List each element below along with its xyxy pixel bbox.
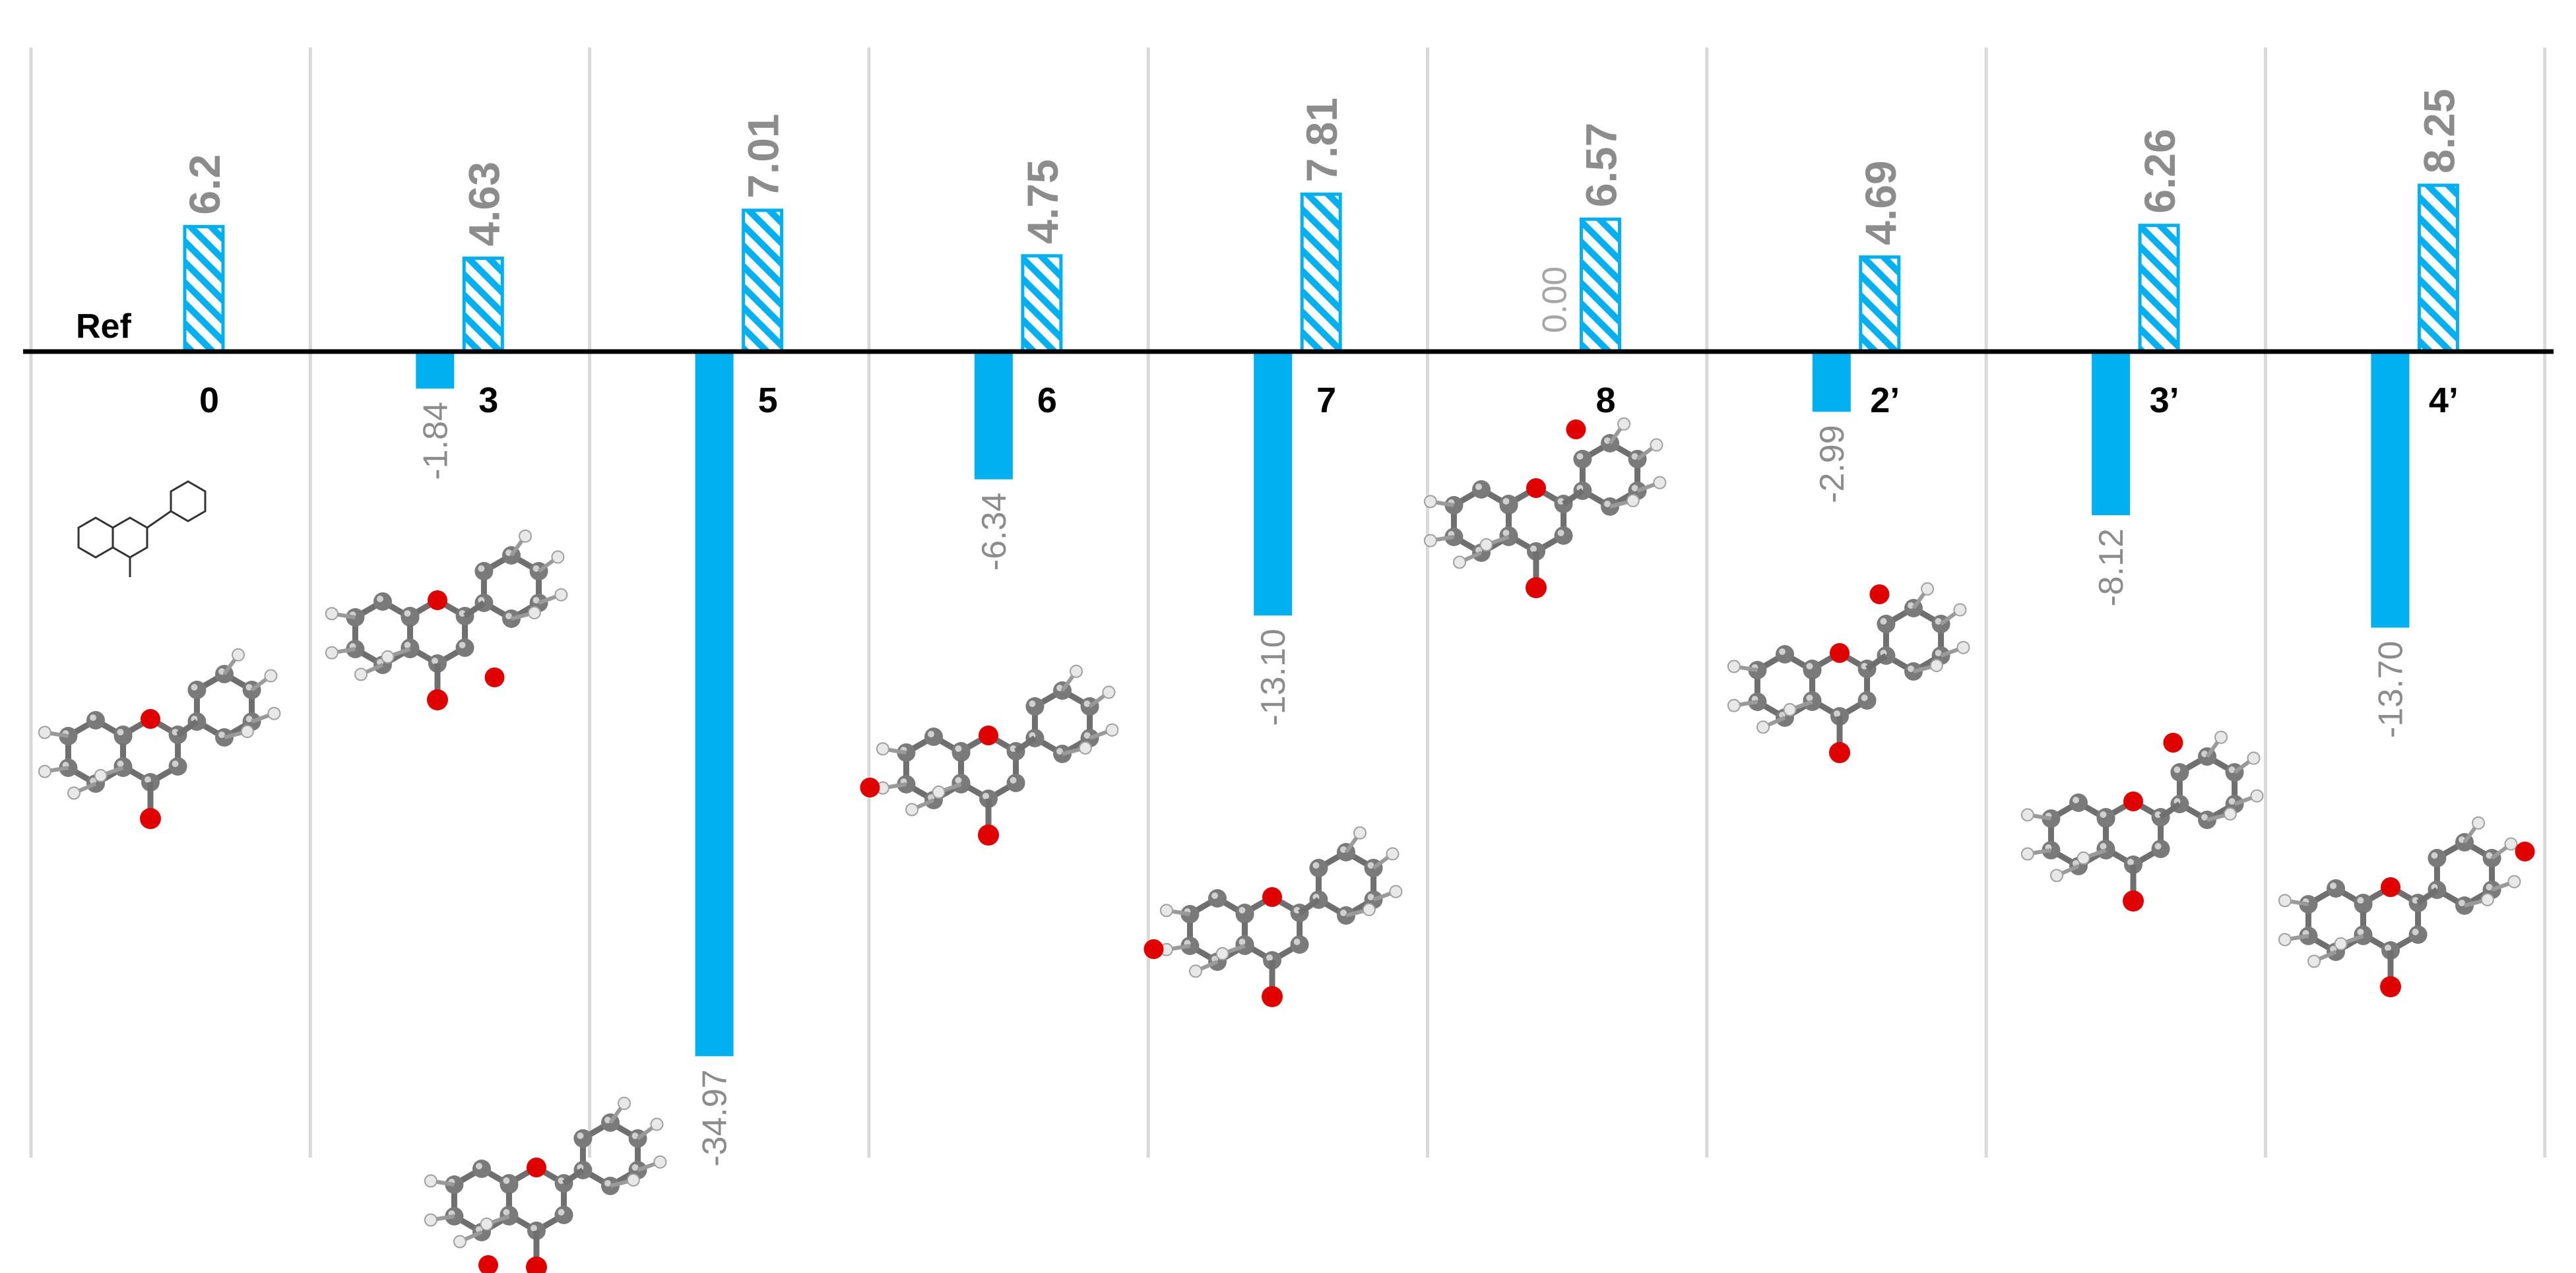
molecule-4p [2278, 816, 2535, 997]
labels: 6.2 0 4.63 -1.84 3 7.01 -34.97 5 4.75 -6.34 6 7.81 -… [180, 88, 2463, 1166]
value-label-zero: 0.00 [1536, 266, 1574, 333]
value-label-negative: -6.34 [975, 493, 1014, 571]
bars [183, 183, 2459, 1057]
category-label: 4’ [2429, 381, 2459, 420]
bar-negative-3 [974, 352, 1013, 480]
value-label-positive: 7.81 [1297, 98, 1346, 182]
molecule-7 [1143, 826, 1403, 1007]
bar-negative-1 [416, 352, 455, 389]
value-label-positive: 6.57 [1577, 123, 1626, 207]
molecule-0 [38, 648, 281, 829]
value-label-positive: 4.69 [1856, 160, 1905, 245]
bar-negative-7 [2092, 352, 2131, 516]
value-label-negative: -34.97 [696, 1069, 734, 1166]
category-label: 2’ [1870, 381, 1900, 420]
molecule-structures [38, 417, 2535, 1273]
category-label: 3’ [2150, 381, 2179, 420]
category-label: 6 [1037, 381, 1057, 420]
molecule-5 [424, 1096, 667, 1273]
value-label-negative: -2.99 [1813, 425, 1852, 503]
category-label: 7 [1316, 381, 1336, 420]
category-label: 0 [199, 381, 219, 420]
molecule-2p [1727, 582, 1970, 763]
bar-positive-1 [462, 257, 504, 354]
bar-positive-8 [2417, 183, 2459, 354]
category-label: 8 [1595, 381, 1615, 420]
molecule-8 [1423, 417, 1667, 598]
value-label-positive: 6.2 [180, 154, 229, 215]
value-label-positive: 4.63 [459, 162, 508, 246]
value-label-negative: -13.10 [1254, 629, 1293, 726]
reference-label: Ref [76, 307, 131, 346]
bar-positive-4 [1300, 192, 1342, 354]
bar-positive-6 [1859, 255, 1901, 354]
bar-positive-0 [183, 225, 225, 354]
bar-negative-6 [1812, 352, 1851, 412]
bar-positive-2 [742, 208, 784, 354]
molecule-6 [860, 664, 1119, 846]
flavone-skeleton-diagram [77, 480, 207, 577]
value-label-positive: 8.25 [2414, 88, 2463, 173]
bar-positive-5 [1580, 217, 1621, 354]
bar-positive-3 [1021, 254, 1063, 354]
bar-negative-8 [2371, 352, 2410, 628]
value-label-negative: -8.12 [2092, 528, 2131, 607]
bar-negative-4 [1254, 352, 1293, 616]
value-label-positive: 4.75 [1018, 159, 1067, 243]
molecule-3 [325, 529, 568, 710]
column-separators [29, 47, 2547, 1158]
category-label: 5 [758, 381, 778, 420]
value-label-negative: -13.70 [2371, 641, 2410, 738]
category-label: 3 [478, 381, 498, 420]
value-label-positive: 7.01 [739, 113, 788, 198]
value-label-positive: 6.26 [2135, 129, 2184, 213]
bar-negative-2 [695, 352, 734, 1057]
value-label-negative: -1.84 [416, 402, 455, 480]
molecule-3p [2020, 730, 2264, 912]
bar-positive-7 [2138, 224, 2180, 354]
